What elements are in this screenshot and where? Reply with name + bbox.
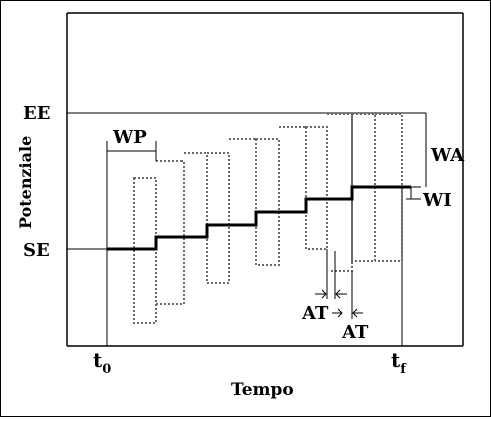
- wi-label: WI: [422, 190, 452, 211]
- at1-arrow-left: [315, 289, 327, 299]
- at2-arrow-left: [332, 308, 343, 318]
- se-label: SE: [23, 240, 50, 261]
- t0-label: t0: [93, 348, 111, 377]
- ee-label: EE: [23, 103, 50, 124]
- at2-arrow-right: [352, 308, 363, 318]
- wp-label: WP: [112, 127, 147, 148]
- tf-label: tf: [391, 348, 407, 377]
- staircase-waveform: [107, 185, 411, 251]
- at1-arrow-right: [335, 289, 347, 299]
- t0-sub: 0: [102, 362, 111, 377]
- x-axis-label: Tempo: [231, 380, 294, 400]
- t0-main: t: [93, 348, 103, 372]
- wa-label: WA: [430, 145, 465, 166]
- at1-label: AT: [301, 303, 329, 324]
- tf-main: t: [391, 348, 401, 372]
- at2-label: AT: [341, 322, 369, 343]
- tf-sub: f: [400, 362, 407, 377]
- pulse-waveform: [133, 113, 403, 324]
- y-axis-label: Potenziale: [16, 136, 35, 229]
